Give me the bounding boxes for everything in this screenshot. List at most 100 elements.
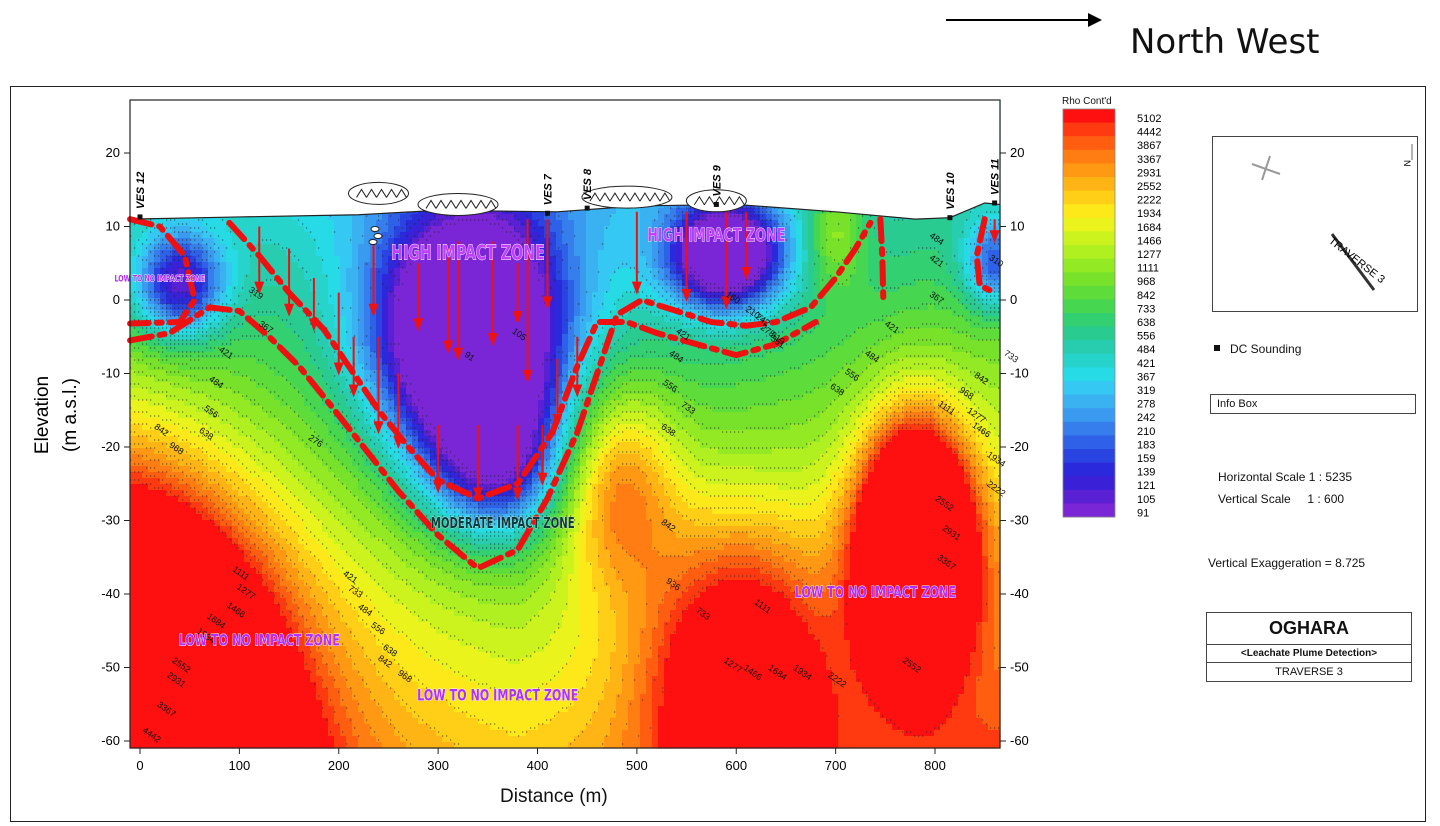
field-cell	[340, 556, 347, 563]
field-cell	[262, 532, 269, 539]
field-cell	[334, 712, 341, 719]
field-cell	[142, 508, 149, 515]
field-cell	[256, 400, 263, 407]
field-cell	[172, 730, 179, 737]
field-cell	[208, 394, 215, 401]
field-cell	[304, 634, 311, 641]
field-cell	[304, 460, 311, 467]
field-cell	[244, 418, 251, 425]
field-cell	[334, 466, 341, 473]
field-cell	[262, 718, 269, 725]
field-cell	[196, 358, 203, 365]
field-cell	[244, 586, 251, 593]
field-cell	[370, 334, 377, 341]
field-cell	[232, 538, 239, 545]
field-cell	[172, 262, 179, 269]
field-cell	[316, 238, 323, 245]
field-cell	[388, 280, 395, 287]
field-cell	[226, 268, 233, 275]
field-cell	[364, 274, 371, 281]
field-cell	[358, 454, 365, 461]
field-cell	[334, 292, 341, 299]
field-cell	[136, 514, 143, 521]
field-cell	[370, 430, 377, 437]
field-cell	[286, 550, 293, 557]
field-cell	[364, 346, 371, 353]
field-cell	[268, 550, 275, 557]
field-cell	[232, 520, 239, 527]
field-cell	[244, 526, 251, 533]
field-cell	[202, 346, 209, 353]
field-cell	[214, 472, 221, 479]
field-cell	[256, 610, 263, 617]
field-cell	[364, 706, 371, 713]
field-cell	[142, 622, 149, 629]
field-cell	[220, 508, 227, 515]
field-cell	[328, 550, 335, 557]
field-cell	[346, 604, 353, 611]
field-cell	[184, 526, 191, 533]
field-cell	[382, 604, 389, 611]
field-cell	[346, 238, 353, 245]
field-cell	[310, 592, 317, 599]
field-cell	[304, 382, 311, 389]
field-cell	[352, 226, 359, 233]
field-cell	[274, 238, 281, 245]
field-cell	[154, 298, 161, 305]
field-cell	[220, 706, 227, 713]
field-cell	[292, 316, 299, 323]
field-cell	[382, 562, 389, 569]
field-cell	[214, 364, 221, 371]
field-cell	[376, 586, 383, 593]
field-cell	[220, 628, 227, 635]
field-cell	[388, 664, 395, 671]
field-cell	[238, 544, 245, 551]
field-cell	[244, 598, 251, 605]
field-cell	[208, 688, 215, 695]
field-cell	[328, 430, 335, 437]
field-cell	[166, 736, 173, 743]
field-cell	[298, 292, 305, 299]
field-cell	[136, 274, 143, 281]
field-cell	[358, 418, 365, 425]
field-cell	[172, 700, 179, 707]
field-cell	[202, 274, 209, 281]
field-cell	[160, 598, 167, 605]
field-cell	[154, 580, 161, 587]
field-cell	[340, 550, 347, 557]
field-cell	[196, 682, 203, 689]
field-cell	[340, 616, 347, 623]
field-cell	[148, 718, 155, 725]
field-cell	[274, 532, 281, 539]
field-cell	[394, 466, 401, 473]
field-cell	[244, 490, 251, 497]
field-cell	[340, 700, 347, 707]
field-cell	[190, 376, 197, 383]
field-cell	[130, 604, 137, 611]
field-cell	[286, 412, 293, 419]
field-cell	[316, 316, 323, 323]
field-cell	[154, 586, 161, 593]
field-cell	[346, 544, 353, 551]
field-cell	[310, 238, 317, 245]
field-cell	[148, 652, 155, 659]
field-cell	[226, 586, 233, 593]
field-cell	[346, 532, 353, 539]
field-cell	[292, 556, 299, 563]
field-cell	[232, 394, 239, 401]
field-cell	[346, 520, 353, 527]
field-cell	[286, 736, 293, 743]
field-cell	[220, 658, 227, 665]
field-cell	[232, 532, 239, 539]
field-cell	[358, 214, 365, 221]
field-cell	[262, 322, 269, 329]
field-cell	[328, 424, 335, 431]
field-cell	[130, 286, 137, 293]
field-cell	[148, 538, 155, 545]
field-cell	[208, 370, 215, 377]
field-cell	[382, 688, 389, 695]
field-cell	[190, 448, 197, 455]
field-cell	[328, 670, 335, 677]
field-cell	[394, 682, 401, 689]
field-cell	[238, 580, 245, 587]
